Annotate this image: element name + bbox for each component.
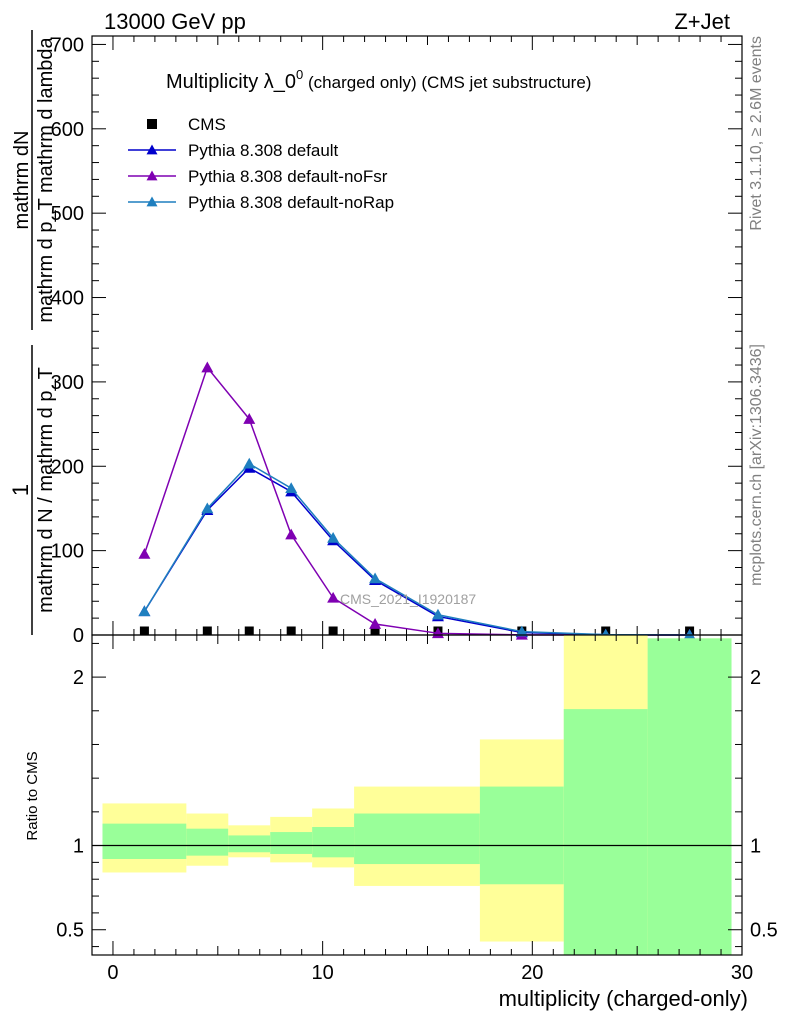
series-point-noFsr (285, 528, 298, 540)
rivet-version-label: Rivet 3.1.10, ≥ 2.6M events (748, 36, 765, 231)
ratio-band-inner-0 (102, 823, 187, 859)
mcplots-label: mcplots.cern.ch [arXiv:1306.3436] (748, 344, 765, 586)
main-y-tick-label: 300 (51, 372, 84, 394)
cms-data-point (244, 626, 254, 636)
series-point-noRap (285, 482, 298, 494)
ylabel-denominator: mathrm d p_T mathrm d lambda (35, 36, 57, 322)
ratio-band-inner-1 (186, 828, 229, 856)
legend-label-cms: CMS (188, 115, 226, 134)
ratio-band-inner-5 (354, 813, 480, 865)
ratio-band-inner-4 (312, 827, 355, 858)
series-point-noFsr (138, 548, 151, 559)
cms-data-point (202, 626, 212, 636)
ratio-band-inner-3 (270, 832, 313, 854)
main-y-axis-label: 1 mathrm d N / mathrm d p_T mathrm dN ma… (8, 30, 57, 635)
main-y-tick-label: 600 (51, 119, 84, 141)
ratio-y-tick-label-right: 2 (750, 667, 761, 689)
legend-label-default: Pythia 8.308 default (188, 141, 339, 160)
series-point-noRap (201, 502, 214, 514)
main-y-tick-label: 200 (51, 456, 84, 478)
series-point-noFsr (327, 591, 340, 603)
ylabel-numerator: mathrm dN (11, 131, 33, 230)
ratio-bands-group (92, 635, 742, 955)
main-y-tick-label: 500 (51, 203, 84, 225)
cms-data-point (286, 626, 296, 636)
series-point-noFsr (243, 413, 256, 424)
legend-marker-noFsr (146, 170, 158, 181)
header-channel: Z+Jet (674, 9, 730, 34)
analysis-watermark: CMS_2021_I1920187 (340, 591, 476, 607)
ratio-y-axis-label: Ratio to CMS (24, 751, 41, 840)
chart-title-main: Multiplicity λ_0 (166, 71, 296, 93)
ylabel-prefix-one: 1 (8, 484, 33, 496)
ylabel-prefix-den: mathrm d N / mathrm d p_T (35, 367, 57, 613)
series-point-noRap (431, 608, 444, 620)
series-point-noRap (683, 628, 696, 640)
legend-label-noRap: Pythia 8.308 default-noRap (188, 193, 394, 212)
legend-marker-cms (147, 119, 157, 129)
chart-title: Multiplicity λ_00 (charged only) (CMS je… (166, 67, 591, 93)
series-point-noRap (138, 605, 151, 617)
ratio-axes: 0 10 20 30 0.5 0.5 1 1 2 2 (56, 634, 778, 984)
main-y-tick-label: 400 (51, 288, 84, 310)
x-tick-label: 0 (107, 962, 118, 984)
ratio-y-tick-label-right: 0.5 (750, 920, 778, 942)
series-point-noRap (515, 625, 528, 637)
cms-data-point (328, 626, 338, 636)
series-point-noRap (327, 531, 340, 543)
legend-label-noFsr: Pythia 8.308 default-noFsr (188, 167, 388, 186)
chart-title-sup: 0 (296, 67, 303, 82)
x-tick-label: 30 (731, 962, 753, 984)
cms-data-point (370, 626, 380, 636)
series-line-noRap (143, 462, 690, 636)
ratio-y-tick-label: 1 (73, 836, 84, 858)
series-point-noFsr (201, 361, 214, 373)
x-axis-label: multiplicity (charged-only) (499, 986, 748, 1011)
x-tick-label: 10 (312, 962, 334, 984)
series-line-default (143, 467, 690, 636)
legend-marker-default (146, 144, 158, 155)
ratio-frame (91, 634, 743, 956)
legend-marker-noRap (146, 196, 158, 207)
main-y-tick-label: 100 (51, 541, 84, 563)
series-point-noRap (243, 457, 256, 469)
x-tick-label: 20 (521, 962, 543, 984)
header-process: 13000 GeV pp (104, 9, 246, 34)
ratio-y-tick-label-right: 1 (750, 836, 761, 858)
cms-data-point (139, 626, 149, 636)
ratio-band-inner-7 (563, 709, 648, 955)
chart-title-suffix: (charged only) (CMS jet substructure) (303, 73, 591, 92)
legend: CMS Pythia 8.308 default Pythia 8.308 defa… (128, 115, 394, 212)
series-point-noFsr (369, 618, 382, 629)
ratio-y-tick-label: 0.5 (56, 920, 84, 942)
ratio-band-inner-8 (647, 638, 732, 955)
ratio-band-inner-2 (228, 835, 271, 853)
main-y-tick-label: 700 (51, 34, 84, 56)
ratio-band-inner-6 (479, 786, 564, 885)
main-y-tick-label: 0 (73, 625, 84, 647)
ratio-y-tick-label: 2 (73, 667, 84, 689)
series-point-noRap (369, 572, 382, 584)
